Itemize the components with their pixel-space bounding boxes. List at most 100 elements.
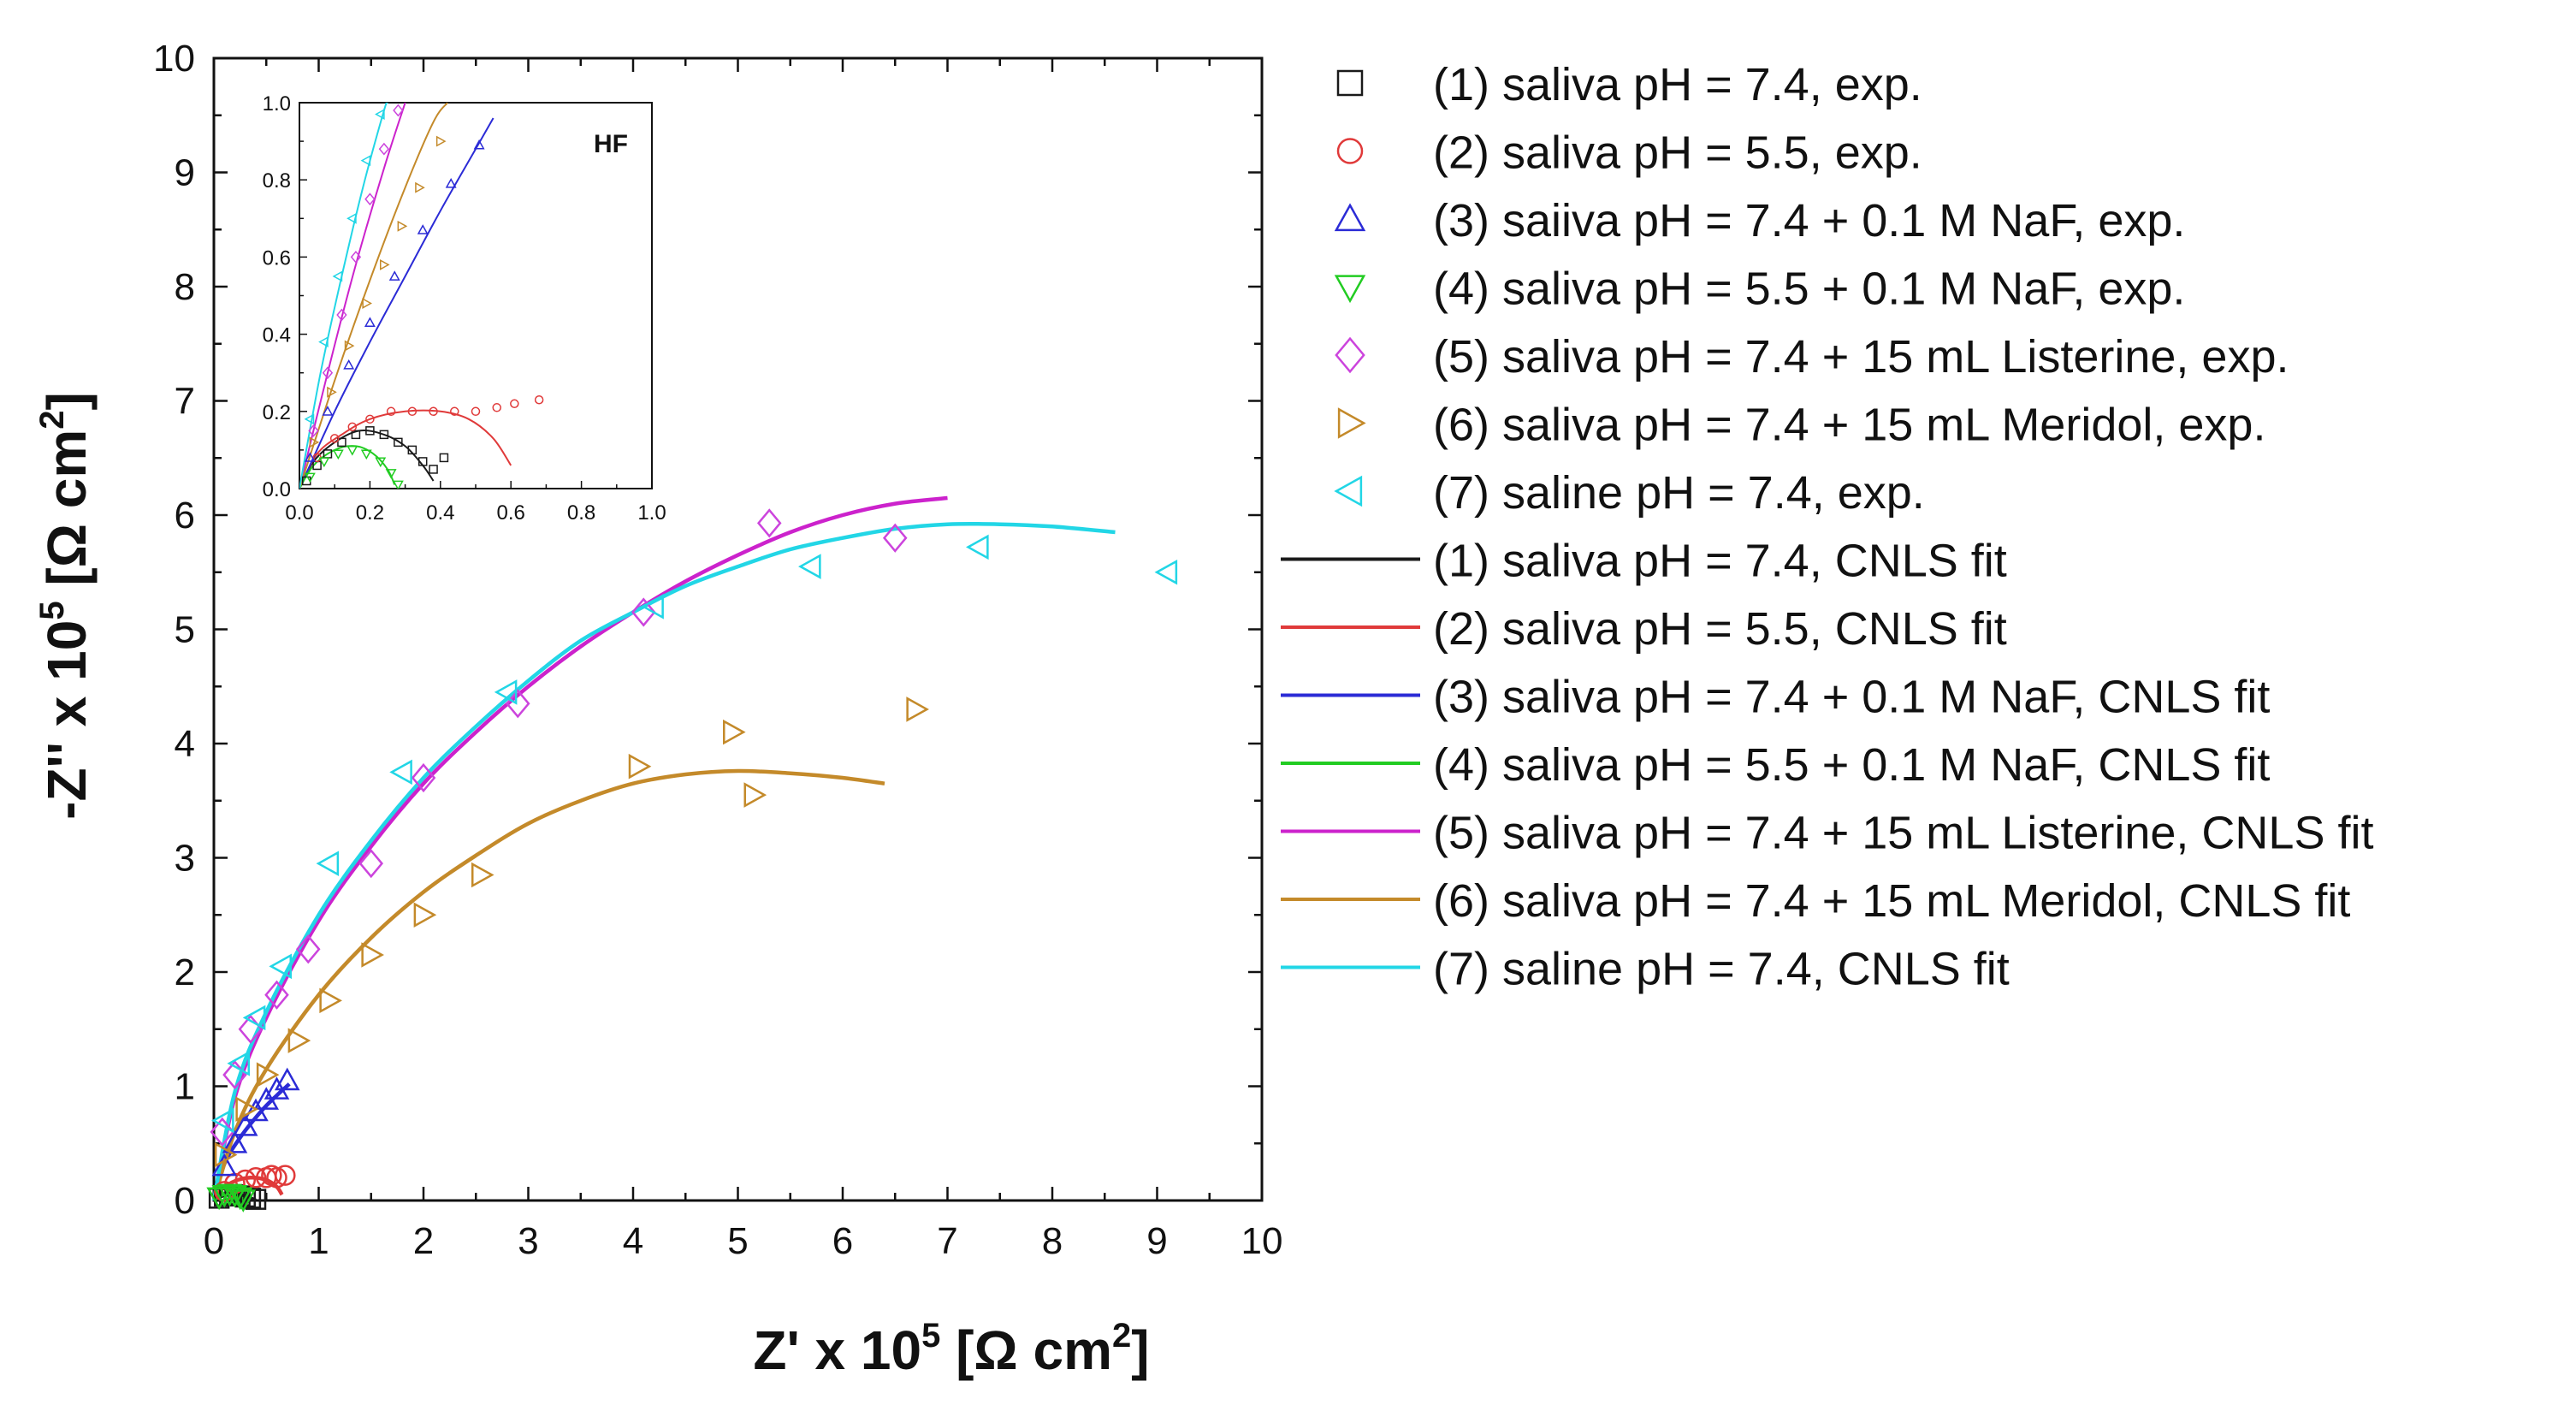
legend-label: (6) saliva pH = 7.4 + 15 mL Meridol, CNL… bbox=[1433, 875, 2350, 927]
legend-item-exp-1: (1) saliva pH = 7.4, exp. bbox=[1336, 59, 1922, 110]
x-tick-label: 6 bbox=[832, 1220, 853, 1262]
inset-fit-lines bbox=[299, 103, 512, 489]
data-point bbox=[798, 554, 821, 579]
data-point bbox=[287, 1028, 311, 1053]
inset-data-point bbox=[336, 308, 347, 322]
inset-exp-series-6 bbox=[309, 135, 447, 448]
fit-line-6 bbox=[211, 768, 885, 1201]
y-tick-label: 8 bbox=[175, 266, 195, 308]
data-point bbox=[882, 523, 908, 553]
exp-series-6 bbox=[214, 697, 929, 1168]
data-point bbox=[222, 1184, 248, 1208]
data-point bbox=[214, 1141, 238, 1168]
inset-data-point bbox=[492, 403, 501, 412]
data-point bbox=[743, 782, 767, 808]
inset-data-point bbox=[322, 406, 334, 416]
data-point bbox=[245, 1167, 267, 1189]
inset-plot: 0.0 0.2 0.4 0.6 0.8 1.0 0.0 0.2 0.4 0.6 0.8 1.0 HF bbox=[263, 92, 666, 525]
legend-marker bbox=[1334, 203, 1366, 232]
inset-data-point bbox=[407, 406, 417, 417]
inset-x-tick-label: 0.2 bbox=[356, 501, 384, 525]
y-axis-label: -Z'' x 105 [Ω cm2] bbox=[33, 392, 98, 820]
x-tick-label: 4 bbox=[623, 1220, 643, 1262]
data-point bbox=[210, 1117, 235, 1147]
y-tick-label: 7 bbox=[175, 381, 195, 423]
inset-data-point bbox=[364, 317, 376, 327]
inset-data-point bbox=[322, 366, 334, 380]
data-point bbox=[641, 594, 664, 620]
inset-data-point bbox=[417, 457, 428, 466]
inset-data-point bbox=[346, 446, 358, 456]
data-point bbox=[230, 1189, 257, 1212]
x-axis-label: Z' x 105 [Ω cm2] bbox=[753, 1317, 1149, 1381]
data-point bbox=[206, 1187, 232, 1211]
x-axis-label-close: ] bbox=[1131, 1319, 1149, 1381]
data-point bbox=[631, 597, 656, 627]
axis-labels: Z' x 105 [Ω cm2] -Z'' x 105 [Ω cm2] bbox=[33, 392, 1150, 1381]
inset-data-point bbox=[350, 251, 362, 264]
inset-exp-points bbox=[301, 104, 544, 489]
legend-item-fit-4: (4) saliva pH = 5.5 + 0.1 M NaF, CNLS fi… bbox=[1281, 739, 2270, 791]
inset-data-point bbox=[329, 434, 340, 443]
legend-item-fit-2: (2) saliva pH = 5.5, CNLS fit bbox=[1281, 603, 2007, 655]
x-tick-label: 8 bbox=[1042, 1220, 1063, 1262]
data-point bbox=[1154, 559, 1178, 585]
fit-line-5 bbox=[211, 495, 948, 1201]
inset-data-point bbox=[308, 424, 319, 437]
y-tick-label: 9 bbox=[175, 152, 195, 194]
legend-label: (7) saline pH = 7.4, CNLS fit bbox=[1433, 944, 2010, 995]
data-point bbox=[243, 1098, 269, 1122]
inset-data-point bbox=[375, 457, 387, 468]
y-tick-label: 3 bbox=[175, 838, 195, 880]
inset-x-tick-label: 0.6 bbox=[497, 501, 525, 525]
inset-x-tick-label: 0.8 bbox=[567, 501, 595, 525]
data-point bbox=[266, 1167, 287, 1189]
legend-label: (3) saiiva pH = 7.4 + 0.1 M NaF, exp. bbox=[1433, 195, 2185, 246]
inset-exp-series-2 bbox=[312, 395, 544, 463]
inset-x-tick-label: 0.0 bbox=[285, 501, 313, 525]
data-point bbox=[628, 753, 652, 780]
inset-y-tick-label: 1.0 bbox=[263, 92, 291, 116]
inset-data-point bbox=[435, 135, 447, 147]
inset-data-point bbox=[388, 270, 400, 281]
inset-data-point bbox=[375, 109, 385, 120]
data-point bbox=[361, 942, 384, 968]
inset-data-point bbox=[362, 298, 372, 309]
legend-label: (2) saliva pH = 5.5, exp. bbox=[1433, 127, 1922, 179]
inset-data-point bbox=[379, 258, 390, 270]
data-point bbox=[471, 862, 494, 888]
fit-lines bbox=[211, 495, 1116, 1203]
inset-fit-line-3 bbox=[299, 117, 494, 489]
legend-item-exp-7: (7) saline pH = 7.4, exp. bbox=[1334, 467, 1925, 519]
data-point bbox=[966, 534, 989, 560]
legend-label: (5) saliva pH = 7.4 + 15 mL Listerine, C… bbox=[1433, 808, 2374, 859]
x-tick-label: 7 bbox=[937, 1220, 957, 1262]
inset-data-point bbox=[394, 437, 403, 448]
inset-data-point bbox=[343, 359, 355, 370]
inset-data-point bbox=[417, 224, 429, 234]
data-point bbox=[275, 1165, 296, 1186]
fit-line-7 bbox=[211, 521, 1116, 1201]
legend-item-exp-2: (2) saliva pH = 5.5, exp. bbox=[1336, 127, 1922, 179]
y-axis-label-exponent: 5 bbox=[33, 601, 71, 620]
inset-data-point bbox=[327, 386, 337, 398]
inset-y-tick-label: 0.6 bbox=[263, 246, 291, 270]
legend-item-fit-7: (7) saline pH = 7.4, CNLS fit bbox=[1281, 944, 2010, 995]
inset-data-point bbox=[365, 414, 375, 424]
x-tick-label: 9 bbox=[1146, 1220, 1167, 1262]
data-point bbox=[358, 849, 384, 879]
y-axis-label-unit: [Ω cm bbox=[36, 430, 98, 586]
data-point bbox=[274, 1067, 300, 1091]
legend-label: (4) saliva pH = 5.5 + 0.1 M NaF, CNLS fi… bbox=[1433, 739, 2270, 791]
y-tick-label: 2 bbox=[175, 951, 195, 993]
inset-data-point bbox=[392, 480, 404, 489]
legend-label: (3) saliva pH = 7.4 + 0.1 M NaF, CNLS fi… bbox=[1433, 672, 2270, 723]
legend-item-exp-3: (3) saiiva pH = 7.4 + 0.1 M NaF, exp. bbox=[1334, 195, 2185, 246]
data-point bbox=[756, 508, 782, 538]
legend-marker bbox=[1334, 475, 1363, 507]
data-point bbox=[723, 719, 746, 745]
inset-data-point bbox=[360, 449, 372, 460]
inset-hf-label: HF bbox=[594, 130, 628, 158]
y-axis-label-unit-power: 2 bbox=[33, 410, 71, 429]
data-point bbox=[242, 1005, 266, 1031]
